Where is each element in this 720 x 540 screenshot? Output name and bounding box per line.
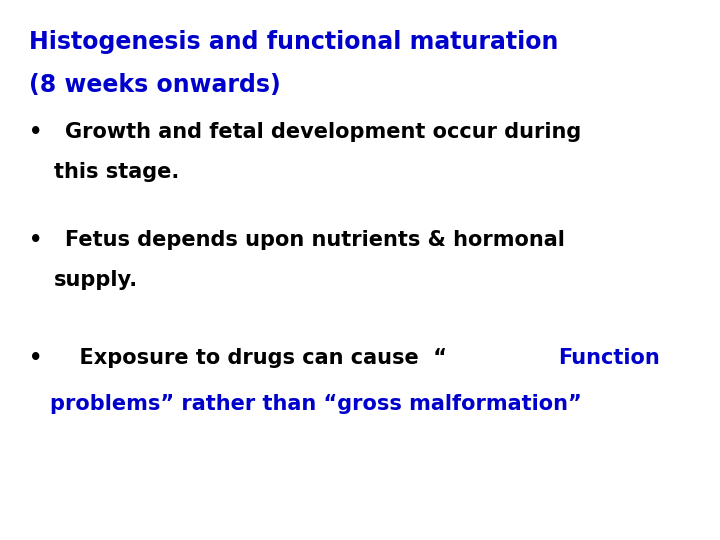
Text: •: • — [29, 122, 42, 141]
Text: Fetus depends upon nutrients & hormonal: Fetus depends upon nutrients & hormonal — [65, 230, 564, 249]
Text: problems” rather than “gross malformation”: problems” rather than “gross malformatio… — [50, 394, 582, 414]
Text: Function: Function — [558, 348, 660, 368]
Text: Histogenesis and functional maturation: Histogenesis and functional maturation — [29, 30, 558, 53]
Text: •: • — [29, 348, 42, 368]
Text: Exposure to drugs can cause  “: Exposure to drugs can cause “ — [65, 348, 447, 368]
Text: this stage.: this stage. — [54, 162, 179, 182]
Text: •: • — [29, 230, 42, 249]
Text: Growth and fetal development occur during: Growth and fetal development occur durin… — [65, 122, 581, 141]
Text: (8 weeks onwards): (8 weeks onwards) — [29, 73, 281, 97]
Text: supply.: supply. — [54, 270, 138, 290]
